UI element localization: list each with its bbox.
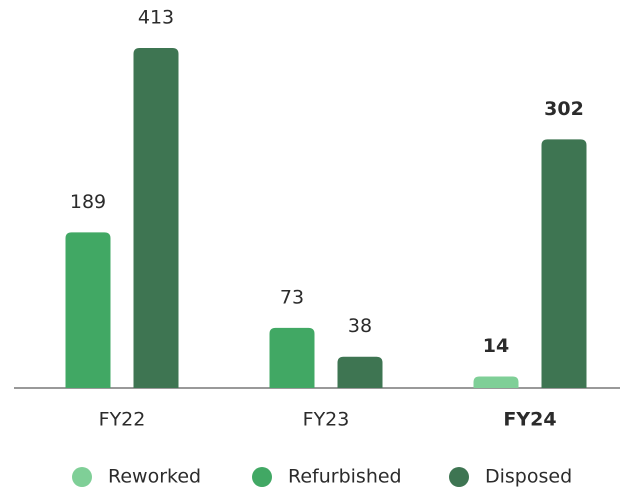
data-label: 302 [544, 98, 584, 120]
data-label: 413 [138, 7, 174, 29]
bar [269, 327, 315, 388]
data-label: 73 [280, 286, 304, 308]
x-tick-label: FY23 [303, 409, 350, 431]
data-label: 38 [348, 315, 372, 337]
legend-label: Disposed [485, 466, 572, 488]
bar [541, 139, 587, 388]
bar [473, 376, 519, 388]
legend-label: Reworked [108, 466, 201, 488]
data-label: 14 [483, 335, 509, 357]
x-tick-label: FY24 [503, 409, 556, 431]
bar [337, 356, 383, 388]
x-tick-label: FY22 [99, 409, 146, 431]
legend-swatch [72, 467, 92, 487]
bar [65, 232, 111, 388]
legend-swatch [252, 467, 272, 487]
bar [133, 48, 179, 388]
legend-swatch [449, 467, 469, 487]
data-label: 189 [70, 191, 106, 213]
legend-label: Refurbished [288, 466, 402, 488]
